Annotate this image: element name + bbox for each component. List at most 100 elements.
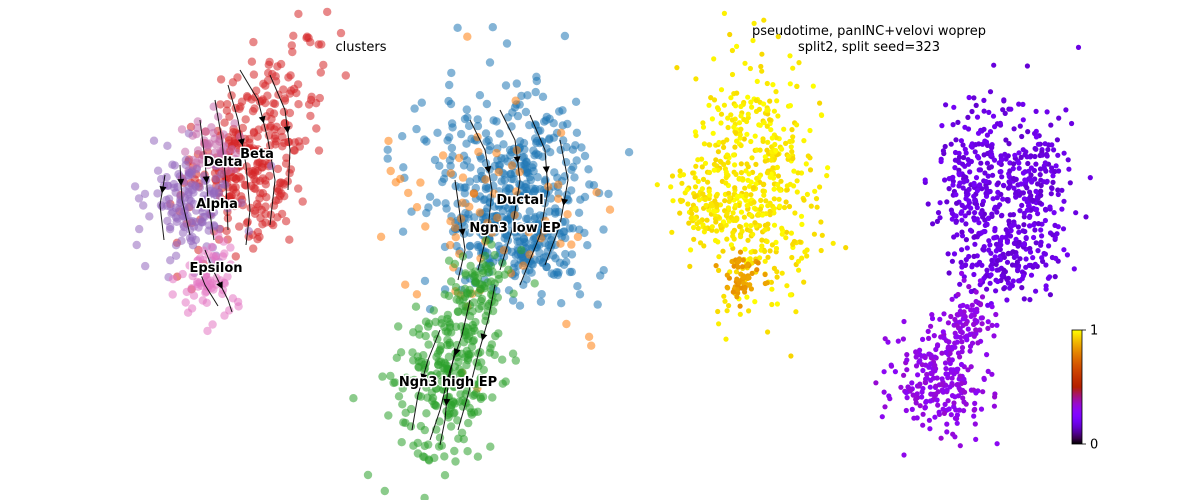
cell-point xyxy=(261,202,270,211)
cell-point xyxy=(1025,129,1031,135)
pseudotime-title-line: pseudotime, panINC+velovi woprep xyxy=(752,24,986,39)
cell-point xyxy=(957,373,963,379)
cell-point xyxy=(216,100,225,109)
cell-point xyxy=(818,112,825,118)
cell-point xyxy=(260,147,270,157)
cell-point xyxy=(989,266,995,272)
pseudotime-panel: pseudotime, panINC+velovi woprep split2, … xyxy=(654,10,1098,458)
cell-point xyxy=(486,344,495,353)
cell-point xyxy=(984,286,990,292)
cell-point xyxy=(684,187,690,193)
cell-point xyxy=(466,261,475,271)
cell-point xyxy=(234,302,243,311)
cell-point xyxy=(567,240,576,249)
cell-point xyxy=(446,217,455,226)
cell-point xyxy=(1003,137,1009,143)
cell-point xyxy=(1016,239,1022,245)
cell-point xyxy=(386,166,395,176)
cell-point xyxy=(953,213,959,219)
cell-point xyxy=(957,180,963,186)
cell-point xyxy=(677,197,684,203)
cell-point xyxy=(517,91,526,101)
cell-point xyxy=(235,132,245,141)
cell-point xyxy=(945,398,951,404)
cell-point xyxy=(1047,292,1053,298)
cell-point xyxy=(948,412,954,418)
cell-point xyxy=(734,193,741,199)
cell-point xyxy=(168,275,178,284)
cell-point xyxy=(755,260,761,266)
cell-point xyxy=(188,271,197,281)
cell-point xyxy=(950,122,956,128)
cell-point xyxy=(498,259,507,268)
cell-point xyxy=(450,446,459,456)
cell-point xyxy=(946,406,952,412)
cell-point xyxy=(968,143,974,149)
cell-point xyxy=(1019,276,1025,282)
cell-point xyxy=(711,56,717,62)
cell-point xyxy=(904,352,910,358)
cell-point xyxy=(743,193,749,199)
cell-point xyxy=(909,380,915,386)
cell-point xyxy=(1024,63,1030,69)
cell-point xyxy=(459,435,468,444)
cell-point xyxy=(560,31,570,41)
cell-point xyxy=(1048,191,1054,197)
cell-point xyxy=(807,155,813,161)
cell-point xyxy=(695,178,701,184)
cell-point xyxy=(984,267,990,273)
cell-point xyxy=(715,167,721,173)
cell-point xyxy=(306,111,315,121)
cell-point xyxy=(462,398,471,408)
cell-point xyxy=(725,115,731,121)
cell-point xyxy=(723,336,729,342)
cell-point xyxy=(798,213,805,219)
cell-point xyxy=(942,143,948,150)
cell-point xyxy=(767,208,773,214)
cell-point xyxy=(488,393,497,402)
cell-point xyxy=(446,169,455,178)
cell-point xyxy=(954,366,960,372)
cell-point xyxy=(469,189,478,198)
cell-point xyxy=(1038,227,1044,233)
cell-point xyxy=(563,210,572,219)
cell-point xyxy=(985,325,991,331)
cell-point xyxy=(764,147,770,153)
cell-point xyxy=(965,326,971,332)
cell-point xyxy=(492,117,501,126)
cell-point xyxy=(688,247,694,253)
cell-point xyxy=(971,271,977,278)
cell-point xyxy=(972,210,978,216)
cell-point xyxy=(943,349,949,356)
cell-point xyxy=(464,418,473,428)
cell-point xyxy=(701,243,707,249)
cell-point xyxy=(774,164,781,170)
cell-point xyxy=(454,307,463,317)
cell-point xyxy=(1023,264,1029,270)
cell-point xyxy=(773,135,779,141)
cell-point xyxy=(720,248,726,254)
cell-point xyxy=(942,401,948,407)
cell-point xyxy=(977,282,983,288)
cell-point xyxy=(762,227,768,233)
pseudotime-cluster-points xyxy=(925,270,1000,375)
cell-point xyxy=(749,104,755,110)
cell-point xyxy=(882,336,888,342)
cell-point xyxy=(249,127,259,137)
cell-point xyxy=(145,212,154,221)
cell-point xyxy=(205,139,214,148)
cell-point xyxy=(794,189,800,195)
cell-point xyxy=(989,371,995,377)
cell-point xyxy=(1012,152,1018,158)
cell-point xyxy=(515,301,525,310)
cell-point xyxy=(1021,241,1027,247)
cell-point xyxy=(920,411,926,417)
cell-point xyxy=(723,174,729,181)
cell-point xyxy=(972,234,978,240)
cell-point xyxy=(1030,197,1036,203)
cell-point xyxy=(738,234,744,240)
cell-point xyxy=(476,348,485,357)
cell-point xyxy=(1054,137,1060,143)
cell-point xyxy=(445,80,454,90)
cell-point xyxy=(1033,146,1039,152)
